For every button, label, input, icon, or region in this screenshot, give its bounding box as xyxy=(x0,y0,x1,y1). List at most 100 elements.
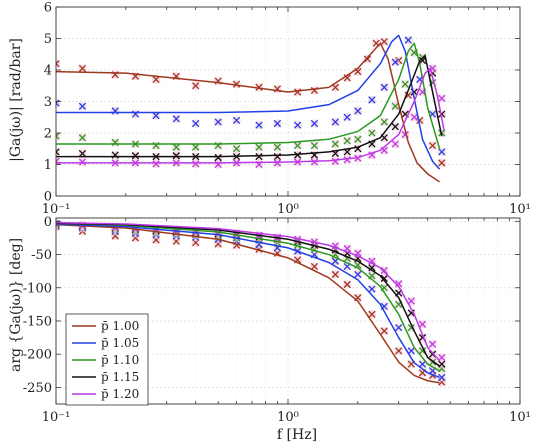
measured-point-1-00 xyxy=(293,88,302,96)
x-tick-label: 10⁻¹ xyxy=(42,202,71,217)
measured-point-1-15 xyxy=(131,152,140,160)
measured-point-1-15 xyxy=(380,274,388,283)
measured-point-1-10 xyxy=(331,140,340,148)
model-line-1-10 xyxy=(56,222,440,372)
measured-point-1-15 xyxy=(214,153,222,162)
measured-point-1-05 xyxy=(391,58,399,66)
model-line-1-20 xyxy=(56,221,441,362)
measured-point-1-15 xyxy=(56,148,60,156)
measured-point-1-15 xyxy=(255,152,263,161)
x-tick-label: 10¹ xyxy=(509,202,531,217)
measured-point-1-00 xyxy=(368,310,376,318)
measured-point-1-10 xyxy=(401,80,409,88)
measured-point-1-10 xyxy=(56,132,60,140)
legend-label: p̄ 1.20 xyxy=(101,387,139,401)
data-layer xyxy=(56,34,447,183)
y-tick-label: 5 xyxy=(44,32,52,47)
model-line-1-05 xyxy=(56,34,441,170)
measured-point-1-00 xyxy=(255,83,263,91)
measured-point-1-00 xyxy=(395,347,403,355)
measured-point-1-20 xyxy=(438,94,446,103)
model-line-1-15 xyxy=(56,222,440,367)
measured-point-1-05 xyxy=(354,107,362,115)
measured-point-1-00 xyxy=(56,60,60,68)
legend-label: p̄ 1.15 xyxy=(101,370,139,384)
measured-point-1-10 xyxy=(255,143,263,151)
model-line-1-10 xyxy=(56,42,441,149)
measured-point-1-05 xyxy=(232,116,241,125)
measured-point-1-05 xyxy=(331,118,340,126)
y-tick-label: 6 xyxy=(44,1,52,16)
measured-point-1-20 xyxy=(78,158,87,166)
measured-point-1-20 xyxy=(391,140,399,148)
y-tick-label: -250 xyxy=(23,381,52,396)
magnitude-panel: 0 1 2 3 4 5 6 10⁻¹ 10⁰ 10¹ xyxy=(42,1,531,218)
measured-point-1-10 xyxy=(343,137,351,145)
legend-label: p̄ 1.05 xyxy=(101,336,139,350)
measured-point-1-00 xyxy=(343,280,351,289)
measured-point-1-05 xyxy=(172,115,180,123)
measured-point-1-20 xyxy=(368,257,376,265)
measured-point-1-15 xyxy=(418,56,427,65)
x-axis-label: f [Hz] xyxy=(277,427,317,443)
model-line-1-05 xyxy=(56,223,440,379)
measured-point-1-20 xyxy=(407,297,415,305)
y-axis-label-magnitude: |Ga(jω)| [rad/bar] xyxy=(8,38,24,162)
model-line-1-00 xyxy=(56,223,440,384)
measured-point-1-15 xyxy=(407,309,415,317)
measured-point-1-00 xyxy=(78,64,87,73)
ticks: 0 -50 -100 -150 -200 -250 10⁻¹ 10⁰ 10¹ xyxy=(23,215,531,425)
measured-point-1-20 xyxy=(438,353,446,362)
x-tick-label: 10⁰ xyxy=(277,202,299,217)
y-tick-label: -100 xyxy=(23,281,52,296)
y-tick-label: 3 xyxy=(44,95,52,110)
ticks: 0 1 2 3 4 5 6 10⁻¹ 10⁰ 10¹ xyxy=(42,1,531,218)
measured-point-1-00 xyxy=(331,270,340,279)
measured-point-1-20 xyxy=(273,159,282,167)
y-tick-label: -200 xyxy=(23,348,52,363)
measured-point-1-05 xyxy=(343,113,351,121)
measured-point-1-20 xyxy=(418,320,427,328)
measured-point-1-20 xyxy=(192,160,200,168)
y-tick-label: 0 xyxy=(44,215,52,230)
measured-point-1-05 xyxy=(255,121,263,129)
measured-point-1-05 xyxy=(273,119,282,128)
measured-point-1-10 xyxy=(273,143,282,151)
y-tick-label: 0 xyxy=(44,190,52,205)
measured-point-1-05 xyxy=(404,36,412,44)
measured-point-1-15 xyxy=(172,152,180,160)
measured-point-1-10 xyxy=(380,118,388,126)
measured-point-1-05 xyxy=(395,323,403,332)
measured-point-1-15 xyxy=(438,110,446,118)
x-tick-label: 10¹ xyxy=(509,410,531,425)
measured-point-1-05 xyxy=(407,347,415,355)
measured-point-1-05 xyxy=(418,360,427,368)
measured-point-1-05 xyxy=(214,118,222,126)
measured-point-1-20 xyxy=(395,280,403,288)
measured-point-1-20 xyxy=(428,340,437,348)
y-axis-label-phase: arg {Ga(jω)} [deg] xyxy=(8,238,24,372)
measured-point-1-10 xyxy=(78,134,87,142)
model-line-1-15 xyxy=(56,55,443,158)
measured-point-1-00 xyxy=(380,327,388,335)
measured-point-1-10 xyxy=(310,141,319,150)
measured-point-1-05 xyxy=(380,83,388,91)
measured-point-1-05 xyxy=(310,119,319,128)
measured-point-1-10 xyxy=(368,129,376,137)
measured-point-1-20 xyxy=(152,160,160,168)
measured-point-1-05 xyxy=(354,270,362,279)
x-tick-label: 10⁻¹ xyxy=(42,410,71,425)
measured-point-1-00 xyxy=(192,82,200,90)
measured-point-1-05 xyxy=(56,99,60,107)
measured-point-1-05 xyxy=(368,96,376,104)
measured-point-1-05 xyxy=(152,112,160,120)
y-tick-label: 1 xyxy=(44,158,52,173)
y-tick-label: -50 xyxy=(31,248,52,263)
measured-point-1-05 xyxy=(438,373,446,382)
measured-point-1-00 xyxy=(438,159,446,167)
measured-point-1-10 xyxy=(172,143,180,151)
legend-label: p̄ 1.00 xyxy=(101,319,139,333)
measured-point-1-15 xyxy=(273,152,282,161)
y-tick-label: 4 xyxy=(44,64,52,79)
measured-point-1-05 xyxy=(78,102,87,110)
